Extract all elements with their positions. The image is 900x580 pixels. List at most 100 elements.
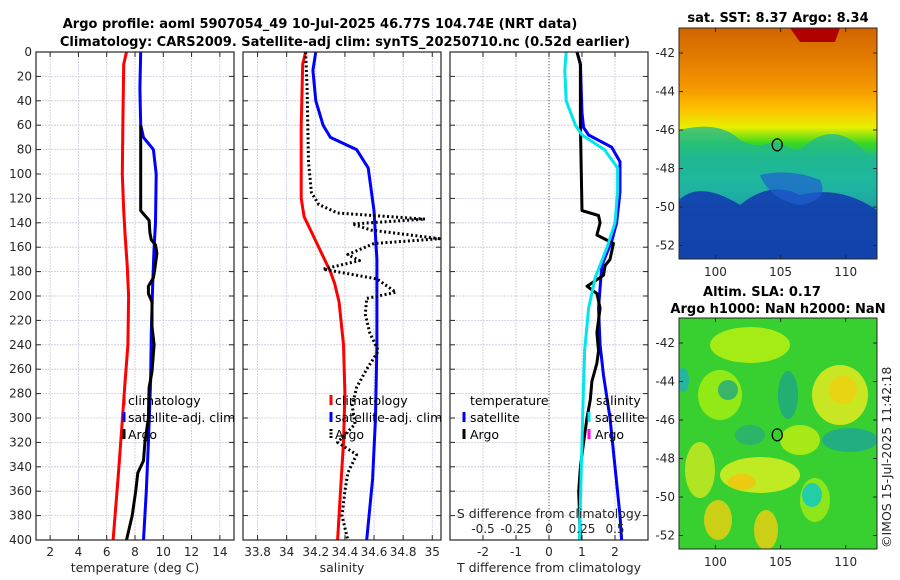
x-tick-label: 12 <box>184 545 199 559</box>
y-tick-label: 0 <box>24 45 32 59</box>
figure-title-line2: Climatology: CARS2009. Satellite-adj cli… <box>60 35 630 50</box>
y-tick-label: 40 <box>17 94 32 108</box>
x-tick-label: 6 <box>103 545 111 559</box>
legend-label: Argo <box>470 427 499 442</box>
lat-tick-label: -50 <box>655 490 675 504</box>
legend-label: satellite-adj. clim <box>128 410 235 425</box>
y-tick-label: 200 <box>9 289 32 303</box>
x-tick-label: 34.4 <box>332 545 359 559</box>
lat-tick-label: -52 <box>655 239 675 253</box>
x-axis-label: T difference from climatology <box>456 560 642 575</box>
s-tick-label: -0.5 <box>471 522 494 536</box>
x-axis-label: salinity <box>320 560 365 575</box>
x-tick-label: 0 <box>545 545 553 559</box>
sla-map-title-line2: Argo h1000: NaN h2000: NaN <box>670 302 885 317</box>
lat-tick-label: -46 <box>655 123 675 137</box>
x-tick-label: -1 <box>510 545 522 559</box>
lon-tick-label: 110 <box>834 555 857 569</box>
legend-label: Argo <box>335 427 364 442</box>
x-tick-label: 2 <box>46 545 54 559</box>
y-tick-label: 100 <box>9 167 32 181</box>
y-tick-label: 120 <box>9 191 32 205</box>
sla-map-frame <box>678 317 878 550</box>
lon-tick-label: 100 <box>704 555 727 569</box>
x-tick-label: 14 <box>212 545 227 559</box>
lat-tick-label: -42 <box>655 336 675 350</box>
argo-position-marker <box>771 138 783 152</box>
legend-label: climatology <box>335 393 408 408</box>
s-axis-label: S difference from climatology <box>457 506 642 521</box>
lon-tick-label: 100 <box>704 265 727 279</box>
temperature-panel: 0 20 40 60 80 100 120 140 160 180 200 220 240 260 280 3… <box>9 45 235 575</box>
s-tick-label: 0.5 <box>605 522 624 536</box>
sst-warm-patch <box>790 28 840 42</box>
series-climatology <box>111 52 131 540</box>
sst-cold-water <box>679 189 877 259</box>
series-argo <box>125 125 159 540</box>
y-tick-label: 380 <box>9 509 32 523</box>
x-tick-label: 4 <box>75 545 83 559</box>
figure-title-line1: Argo profile: aoml 5907054_49 10-Jul-202… <box>63 17 578 32</box>
y-tick-label: 140 <box>9 216 32 230</box>
salinity-panel: 33.8 34 34.2 34.4 34.6 34.8 35 salinity climatol… <box>242 51 442 575</box>
x-tick-label: 1 <box>578 545 586 559</box>
y-tick-label: 280 <box>9 387 32 401</box>
y-tick-label: 260 <box>9 362 32 376</box>
sst-map-frame <box>678 27 878 260</box>
series-temperature-satellite <box>575 52 624 540</box>
lat-tick-label: -50 <box>655 200 675 214</box>
lat-tick-label: -44 <box>655 375 675 389</box>
y-tick-label: 220 <box>9 313 32 327</box>
difference-panel: -2 -1 0 1 2T difference from climatology temp… <box>449 51 649 575</box>
y-tick-label: 20 <box>17 69 32 83</box>
x-tick-label: 34.6 <box>361 545 388 559</box>
lon-tick-label: 105 <box>769 555 792 569</box>
x-tick-label: 34.8 <box>390 545 417 559</box>
series-argo <box>304 52 441 540</box>
x-tick-label: -2 <box>477 545 489 559</box>
legend-label: Argo <box>128 427 157 442</box>
y-tick-label: 300 <box>9 411 32 425</box>
s-tick-label: 0 <box>545 522 553 536</box>
x-tick-label: 35 <box>425 545 440 559</box>
sla-map-panel: Altim. SLA: 0.17 Argo h1000: NaN h2000: … <box>655 285 885 569</box>
x-tick-label: 34 <box>279 545 294 559</box>
y-tick-label: 160 <box>9 240 32 254</box>
y-tick-label: 360 <box>9 484 32 498</box>
x-tick-label: 10 <box>156 545 171 559</box>
y-tick-label: 80 <box>17 143 32 157</box>
series-satellite-adj-clim <box>311 52 379 540</box>
s-tick-label: 0.25 <box>569 522 596 536</box>
legend-label: Argo <box>595 427 624 442</box>
x-tick-label: 8 <box>131 545 139 559</box>
sst-map-panel: sat. SST: 8.37 Argo: 8.34 100 105 110 -42 -4… <box>655 11 878 279</box>
series-salinity-satellite <box>563 52 620 540</box>
sst-map-title: sat. SST: 8.37 Argo: 8.34 <box>687 11 868 26</box>
lat-tick-label: -42 <box>655 46 675 60</box>
x-axis-label: temperature (deg C) <box>71 560 200 575</box>
legend-label: satellite-adj. clim <box>335 410 442 425</box>
y-tick-label: 60 <box>17 118 32 132</box>
lon-tick-label: 105 <box>769 265 792 279</box>
y-tick-label: 340 <box>9 460 32 474</box>
imos-credit: ©IMOS 15-Jul-2025 11:42:18 <box>879 367 894 548</box>
x-tick-label: 33.8 <box>244 545 271 559</box>
lat-tick-label: -52 <box>655 529 675 543</box>
s-tick-label: -0.25 <box>500 522 531 536</box>
argo-position-marker <box>771 428 783 442</box>
sla-map-title-line1: Altim. SLA: 0.17 <box>703 285 821 300</box>
x-tick-label: 34.2 <box>302 545 329 559</box>
legend-label: satellite <box>470 410 520 425</box>
legend-label: satellite <box>595 410 645 425</box>
lat-tick-label: -46 <box>655 413 675 427</box>
legend-title-temperature: temperature <box>470 393 549 408</box>
y-tick-label: 180 <box>9 265 32 279</box>
y-tick-label: 400 <box>9 533 32 547</box>
y-tick-label: 240 <box>9 338 32 352</box>
lat-tick-label: -48 <box>655 452 675 466</box>
lat-tick-label: -48 <box>655 162 675 176</box>
legend-title-salinity: salinity <box>596 393 641 408</box>
lon-tick-label: 110 <box>834 265 857 279</box>
y-tick-label: 320 <box>9 435 32 449</box>
lat-tick-label: -44 <box>655 85 675 99</box>
